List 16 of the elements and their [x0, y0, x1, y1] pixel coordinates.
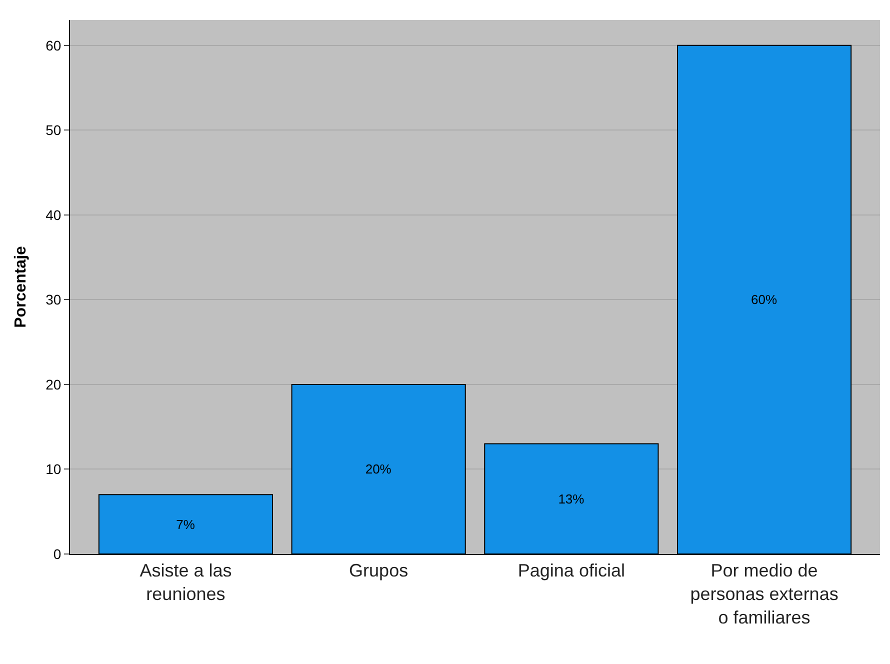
y-tick-label: 40 [46, 206, 62, 223]
data-label: 20% [365, 462, 392, 477]
x-tick-label: Grupos [349, 560, 408, 581]
y-tick-label: 60 [46, 37, 62, 54]
x-tick-label: Asiste a las reuniones [140, 560, 232, 604]
data-label: 13% [558, 491, 585, 506]
y-tick-label: 20 [46, 376, 62, 392]
x-tick-label: Por medio de personas externas o familiares [690, 560, 838, 628]
y-tick-label: 50 [46, 122, 62, 138]
y-tick-label: 30 [46, 292, 62, 308]
y-axis-title: Porcentaje [12, 246, 30, 328]
y-tick-label: 0 [53, 546, 62, 562]
data-label: 60% [751, 292, 778, 308]
y-tick-label: 10 [46, 461, 62, 478]
x-tick-label: Pagina oficial [518, 560, 625, 581]
data-label: 7% [176, 516, 196, 532]
